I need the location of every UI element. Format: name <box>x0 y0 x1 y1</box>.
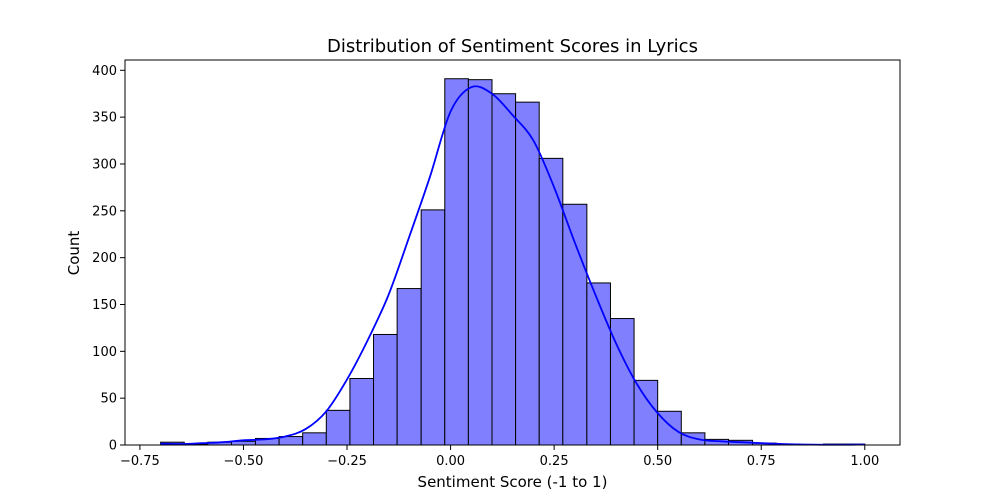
histogram-bar <box>491 93 517 446</box>
chart-title: Distribution of Sentiment Scores in Lyri… <box>327 36 698 57</box>
y-tick-label: 0 <box>109 439 117 454</box>
x-axis: −0.75 −0.50 −0.25 0.00 0.25 0.50 0.75 1.00 <box>120 445 879 469</box>
x-tick-label: −0.25 <box>327 454 367 469</box>
y-axis-title: Count <box>65 231 83 276</box>
y-tick-label: 350 <box>92 111 117 126</box>
histogram-bar <box>515 101 540 446</box>
kde-curve <box>160 85 865 446</box>
histogram-bar <box>302 432 327 446</box>
histogram-bar <box>586 282 611 446</box>
x-tick-label: −0.75 <box>120 454 160 469</box>
histogram-bars <box>160 78 866 446</box>
y-tick-label: 300 <box>92 157 117 172</box>
histogram-bar <box>325 409 351 446</box>
histogram-bar <box>444 78 469 446</box>
x-axis-title: Sentiment Score (-1 to 1) <box>418 473 608 491</box>
histogram-bar <box>396 288 422 446</box>
y-tick-label: 100 <box>92 345 117 360</box>
histogram-bar <box>633 379 659 446</box>
x-tick-label: 0.75 <box>747 454 776 469</box>
y-tick-label: 250 <box>92 204 117 219</box>
x-tick-label: 0.00 <box>436 454 465 469</box>
y-tick-label: 400 <box>92 64 117 79</box>
y-axis: 0 50 100 150 200 250 300 350 400 <box>92 64 125 454</box>
x-tick-label: 0.50 <box>643 454 672 469</box>
x-tick-label: −0.50 <box>224 454 264 469</box>
y-tick-label: 200 <box>92 251 117 266</box>
histogram-bar <box>373 333 398 446</box>
histogram-bar <box>349 377 375 446</box>
y-tick-label: 50 <box>100 392 117 407</box>
x-tick-label: 1.00 <box>850 454 879 469</box>
histogram-bar <box>420 209 446 446</box>
x-tick-label: 0.25 <box>540 454 569 469</box>
histogram-bar <box>467 79 493 446</box>
plot-frame <box>124 59 901 446</box>
y-tick-label: 150 <box>92 298 117 313</box>
